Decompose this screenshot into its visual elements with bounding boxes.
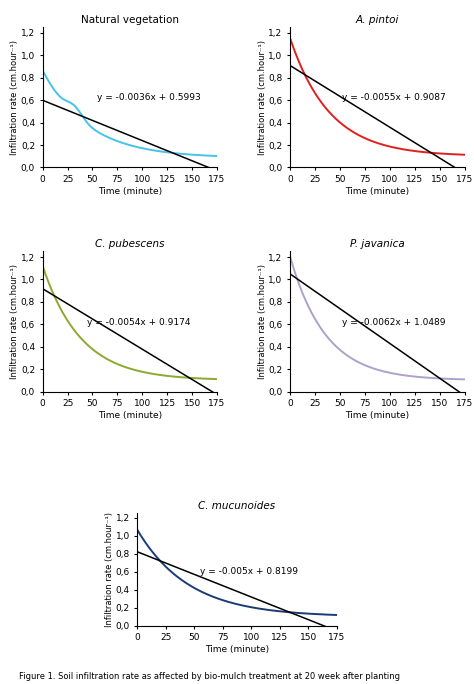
Text: y = -0.0062x + 1.0489: y = -0.0062x + 1.0489 <box>342 317 446 326</box>
Text: Figure 1. Soil infiltration rate as affected by bio-mulch treatment at 20 week a: Figure 1. Soil infiltration rate as affe… <box>19 672 400 681</box>
Text: y = -0.0054x + 0.9174: y = -0.0054x + 0.9174 <box>88 317 191 326</box>
Text: y = -0.0036x + 0.5993: y = -0.0036x + 0.5993 <box>98 94 201 103</box>
Title: C. pubescens: C. pubescens <box>95 239 164 249</box>
X-axis label: Time (minute): Time (minute) <box>98 411 162 420</box>
X-axis label: Time (minute): Time (minute) <box>345 187 410 196</box>
Y-axis label: Infiltration rate (cm.hour⁻¹): Infiltration rate (cm.hour⁻¹) <box>258 40 267 155</box>
Title: A. pintoi: A. pintoi <box>356 15 399 25</box>
Title: C. mucunoides: C. mucunoides <box>199 501 275 511</box>
Title: Natural vegetation: Natural vegetation <box>81 15 179 25</box>
Text: y = -0.0055x + 0.9087: y = -0.0055x + 0.9087 <box>342 94 446 103</box>
Y-axis label: Infiltration rate (cm.hour⁻¹): Infiltration rate (cm.hour⁻¹) <box>10 40 19 155</box>
Title: P. javanica: P. javanica <box>350 239 405 249</box>
Y-axis label: Infiltration rate (cm.hour⁻¹): Infiltration rate (cm.hour⁻¹) <box>258 264 267 379</box>
Text: y = -0.005x + 0.8199: y = -0.005x + 0.8199 <box>200 567 298 576</box>
Y-axis label: Infiltration rate (cm.hour⁻¹): Infiltration rate (cm.hour⁻¹) <box>10 264 19 379</box>
X-axis label: Time (minute): Time (minute) <box>205 645 269 655</box>
Y-axis label: Infiltration rate (cm.hour⁻¹): Infiltration rate (cm.hour⁻¹) <box>105 512 114 627</box>
X-axis label: Time (minute): Time (minute) <box>98 187 162 196</box>
X-axis label: Time (minute): Time (minute) <box>345 411 410 420</box>
